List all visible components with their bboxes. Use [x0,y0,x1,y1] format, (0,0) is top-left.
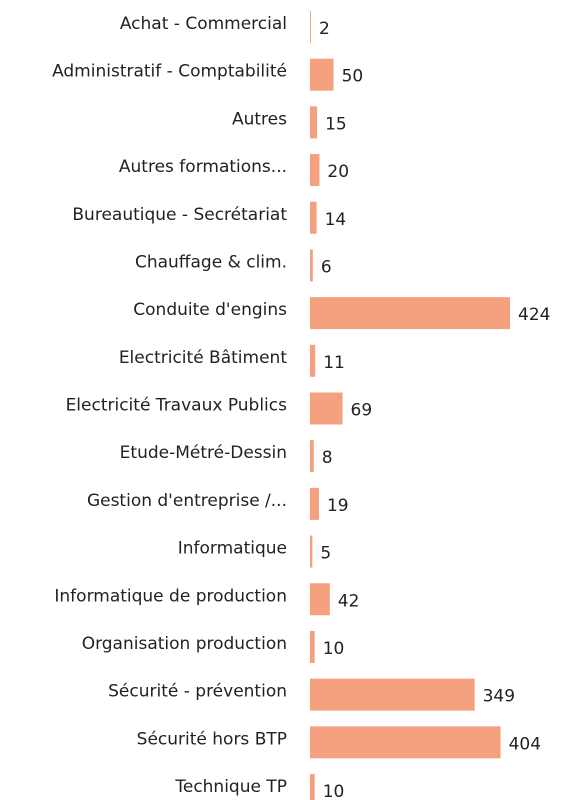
bar [310,487,319,520]
category-label: Etude-Métré-Dessin [120,443,287,463]
value-label: 5 [320,544,331,564]
bar [310,774,315,800]
value-label: 424 [518,305,550,325]
value-label: 10 [323,639,345,659]
value-label: 11 [323,353,345,373]
value-label: 2 [319,19,330,39]
category-label: Autres [232,109,287,129]
category-label: Bureautique - Secrétariat [72,205,287,225]
category-label: Administratif - Comptabilité [52,62,287,82]
category-label: Sécurité - prévention [108,682,287,702]
bar [310,583,330,616]
bar [310,392,343,425]
bar [310,249,313,282]
value-label: 19 [327,496,349,516]
value-label: 69 [351,401,373,421]
value-label: 15 [325,114,347,134]
bar [310,630,315,663]
bar [310,106,318,139]
category-label: Informatique [178,539,287,559]
value-label: 10 [323,782,345,800]
category-label: Electricité Bâtiment [119,348,288,368]
category-label: Informatique de production [54,586,287,606]
value-label: 404 [509,734,541,754]
category-label: Conduite d'engins [133,300,287,320]
category-label: Sécurité hors BTP [137,729,287,749]
category-label: Achat - Commercial [120,14,287,34]
bar [310,297,510,330]
bar [310,154,320,187]
value-label: 8 [322,448,333,468]
value-label: 42 [338,591,360,611]
bar [310,726,501,759]
category-label: Electricité Travaux Publics [66,396,288,416]
bar [310,440,314,473]
bar [310,201,317,234]
bar [310,11,311,43]
category-label: Organisation production [82,634,287,654]
category-label: Autres formations... [119,157,287,177]
category-label: Technique TP [174,777,287,797]
bar [310,58,334,91]
value-label: 50 [342,67,364,87]
bar [310,344,316,377]
value-label: 6 [321,257,332,277]
category-label: Chauffage & clim. [135,252,287,272]
bar [310,678,475,711]
category-label: Gestion d'entreprise /... [87,491,287,511]
value-label: 349 [483,687,515,707]
value-label: 20 [327,162,349,182]
bar [310,535,313,568]
value-label: 14 [325,210,347,230]
